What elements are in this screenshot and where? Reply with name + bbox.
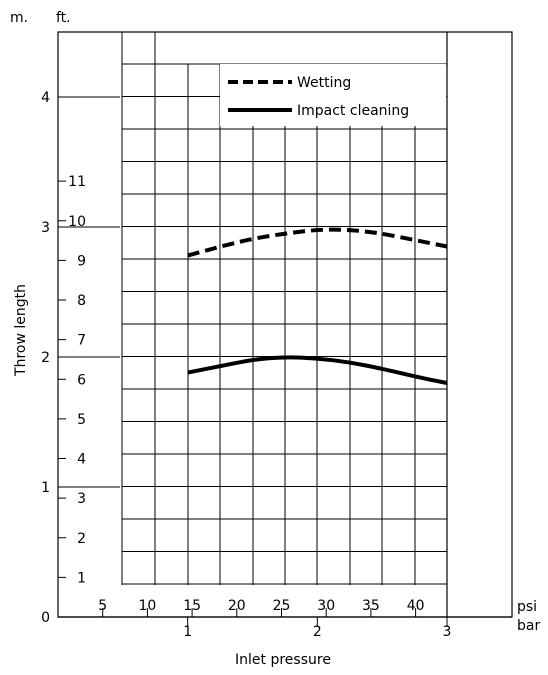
y-tick-label-ft: 8 [77, 293, 86, 309]
y-tick-label-ft: 6 [77, 372, 86, 388]
y-tick-label-m: 4 [41, 90, 50, 106]
y-tick-label-ft: 7 [77, 333, 86, 349]
data-series [187, 227, 448, 385]
x-tick-label-bar: 1 [183, 624, 192, 640]
y-tick-label-ft: 11 [68, 174, 86, 190]
x-tick-label-psi: 15 [183, 598, 201, 614]
legend: Wetting Impact cleaning [220, 64, 446, 126]
y-tick-label-m: 0 [41, 610, 50, 626]
y-axis-label: Throw length [13, 284, 29, 377]
y-tick-label-ft: 2 [77, 531, 86, 547]
y-tick-label-ft: 1 [77, 570, 86, 586]
series-line-impact-cleaning [187, 355, 448, 385]
y-tick-label-m: 3 [41, 220, 50, 236]
y-tick-label-ft: 3 [77, 491, 86, 507]
x-tick-label-psi: 20 [228, 598, 246, 614]
y-tick-label-m: 1 [41, 480, 50, 496]
x-tick-label-bar: 2 [313, 624, 322, 640]
x-axis-label: Inlet pressure [235, 652, 331, 668]
y-tick-label-ft: 10 [68, 214, 86, 230]
y-tick-label-ft: 4 [77, 452, 86, 468]
legend-label-impact-cleaning: Impact cleaning [297, 103, 409, 119]
x-unit-primary: bar [517, 618, 540, 634]
x-tick-label-psi: 5 [98, 598, 107, 614]
x-tick-label-psi: 40 [407, 598, 425, 614]
y-unit-primary: m. [10, 10, 28, 26]
legend-label-wetting: Wetting [297, 75, 351, 91]
y-tick-label-m: 2 [41, 350, 50, 366]
x-tick-label-bar: 3 [443, 624, 452, 640]
x-unit-secondary: psi [517, 599, 537, 615]
series-line-wetting [187, 227, 448, 258]
x-tick-label-psi: 25 [273, 598, 291, 614]
y-tick-label-ft: 9 [77, 253, 86, 269]
legend-box [220, 64, 446, 126]
x-tick-label-psi: 30 [317, 598, 335, 614]
x-tick-label-psi: 35 [362, 598, 380, 614]
y-tick-label-ft: 5 [77, 412, 86, 428]
y-unit-secondary: ft. [56, 10, 71, 26]
x-tick-label-psi: 10 [138, 598, 156, 614]
